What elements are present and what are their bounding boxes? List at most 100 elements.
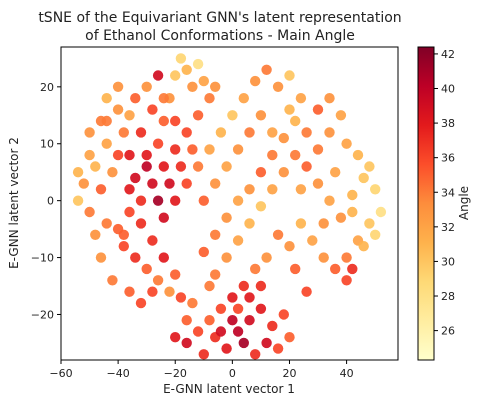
scatter-point bbox=[215, 303, 227, 314]
scatter-point bbox=[175, 53, 187, 64]
scatter-point bbox=[238, 337, 249, 349]
colorbar-tick-label: 38 bbox=[441, 117, 455, 130]
scatter-point bbox=[141, 161, 152, 172]
scatter-point bbox=[227, 110, 238, 121]
scatter-point bbox=[170, 269, 181, 280]
scatter-point bbox=[175, 292, 187, 303]
scatter-point bbox=[170, 195, 181, 206]
scatter-point bbox=[204, 144, 215, 155]
colorbar bbox=[417, 46, 435, 361]
scatter-point bbox=[135, 127, 147, 138]
scatter-point bbox=[152, 275, 164, 286]
scatter-point bbox=[364, 161, 375, 172]
scatter-point bbox=[324, 195, 335, 206]
scatter-point bbox=[170, 115, 181, 127]
x-tick-label: 40 bbox=[340, 367, 354, 380]
scatter-point bbox=[118, 241, 129, 252]
scatter-point bbox=[312, 178, 324, 189]
scatter-point bbox=[210, 178, 221, 189]
scatter-point bbox=[170, 332, 181, 343]
scatter-point bbox=[330, 263, 341, 275]
y-tick-label: −10 bbox=[31, 252, 54, 265]
scatter-point bbox=[284, 241, 295, 252]
scatter-point bbox=[290, 115, 301, 127]
scatter-point bbox=[118, 127, 129, 138]
x-tick-label: 20 bbox=[282, 367, 296, 380]
scatter-point bbox=[284, 332, 295, 343]
scatter-point bbox=[158, 212, 169, 223]
scatter-point bbox=[330, 167, 341, 178]
scatter-point bbox=[198, 349, 209, 360]
scatter-point bbox=[135, 218, 147, 229]
scatter-point bbox=[141, 263, 152, 275]
scatter-point bbox=[278, 132, 289, 144]
scatter-point bbox=[267, 149, 278, 161]
scatter-point bbox=[364, 218, 375, 229]
scatter-point bbox=[272, 81, 284, 93]
scatter-point bbox=[95, 184, 107, 195]
scatter-point bbox=[141, 81, 152, 93]
scatter-point bbox=[261, 252, 272, 263]
scatter-point bbox=[204, 93, 215, 104]
scatter-point bbox=[101, 93, 112, 104]
scatter-point bbox=[210, 229, 221, 240]
scatter-point bbox=[124, 110, 135, 121]
scatter-point bbox=[335, 110, 347, 121]
scatter-point bbox=[130, 172, 141, 184]
scatter-point bbox=[152, 138, 164, 149]
scatter-point bbox=[221, 252, 232, 263]
scatter-point bbox=[244, 184, 255, 195]
scatter-point bbox=[227, 292, 238, 303]
scatter-point bbox=[232, 144, 244, 155]
scatter-point bbox=[318, 218, 329, 229]
scatter-point bbox=[130, 252, 141, 263]
scatter-point bbox=[164, 178, 175, 189]
scatter-points bbox=[72, 53, 387, 360]
scatter-point bbox=[95, 252, 107, 263]
scatter-point bbox=[141, 149, 152, 161]
scatter-point bbox=[135, 195, 147, 206]
scatter-point bbox=[227, 315, 238, 326]
scatter-point bbox=[238, 93, 249, 104]
scatter-point bbox=[72, 167, 84, 178]
colorbar-tick-label: 30 bbox=[441, 255, 455, 268]
colorbar-tick-label: 32 bbox=[441, 221, 455, 234]
scatter-point bbox=[175, 161, 187, 172]
scatter-point bbox=[101, 115, 112, 127]
scatter-point bbox=[221, 212, 232, 223]
scatter-point bbox=[370, 184, 381, 195]
scatter-point bbox=[101, 218, 112, 229]
scatter-point bbox=[255, 110, 267, 121]
scatter-point bbox=[164, 286, 175, 297]
scatter-point bbox=[78, 178, 90, 189]
scatter-point bbox=[341, 138, 352, 149]
scatter-point bbox=[181, 315, 192, 326]
scatter-point bbox=[198, 246, 209, 258]
scatter-point bbox=[192, 58, 204, 70]
scatter-point bbox=[324, 127, 335, 138]
scatter-point bbox=[147, 104, 158, 115]
scatter-point bbox=[261, 337, 272, 349]
scatter-point bbox=[158, 161, 169, 172]
scatter-point bbox=[181, 178, 192, 189]
scatter-point bbox=[124, 149, 135, 161]
scatter-point bbox=[244, 315, 255, 326]
scatter-point bbox=[261, 64, 272, 76]
scatter-point bbox=[84, 127, 95, 138]
scatter-point bbox=[232, 326, 244, 337]
scatter-point bbox=[198, 195, 209, 206]
x-tick-label: −20 bbox=[164, 367, 187, 380]
scatter-point bbox=[147, 286, 158, 297]
scatter-point bbox=[301, 127, 312, 138]
scatter-point bbox=[232, 195, 244, 206]
y-tick-label: −20 bbox=[31, 308, 54, 321]
scatter-point bbox=[152, 70, 164, 81]
scatter-point bbox=[312, 104, 324, 115]
scatter-point bbox=[158, 115, 169, 127]
scatter-point bbox=[181, 64, 192, 76]
scatter-point bbox=[284, 104, 295, 115]
scatter-point bbox=[272, 229, 284, 240]
scatter-point bbox=[307, 235, 318, 246]
scatter-point bbox=[192, 161, 204, 172]
